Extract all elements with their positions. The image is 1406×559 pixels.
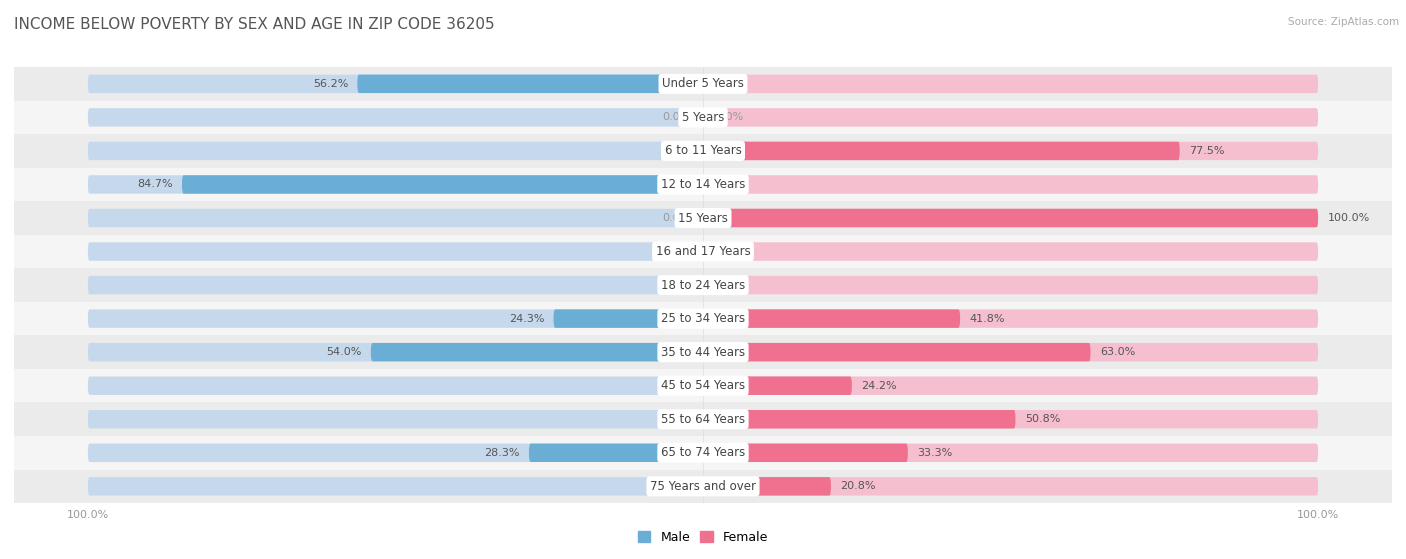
Text: 54.0%: 54.0% [326, 347, 361, 357]
Text: 24.2%: 24.2% [860, 381, 897, 391]
Bar [14, 470, 1392, 503]
Text: 0.0%: 0.0% [662, 146, 690, 156]
Text: 20.8%: 20.8% [841, 481, 876, 491]
Text: 35 to 44 Years: 35 to 44 Years [661, 345, 745, 359]
Bar [14, 235, 1392, 268]
Bar [14, 302, 1392, 335]
FancyBboxPatch shape [703, 142, 1319, 160]
Text: 0.0%: 0.0% [662, 112, 690, 122]
FancyBboxPatch shape [87, 74, 703, 93]
FancyBboxPatch shape [703, 209, 1319, 227]
FancyBboxPatch shape [703, 209, 1319, 227]
FancyBboxPatch shape [703, 310, 960, 328]
Text: 28.3%: 28.3% [484, 448, 520, 458]
Text: 12 to 14 Years: 12 to 14 Years [661, 178, 745, 191]
FancyBboxPatch shape [87, 209, 703, 227]
Text: 33.3%: 33.3% [917, 448, 952, 458]
Text: 100.0%: 100.0% [1327, 213, 1369, 223]
Text: 41.8%: 41.8% [969, 314, 1005, 324]
FancyBboxPatch shape [703, 410, 1319, 429]
FancyBboxPatch shape [87, 243, 703, 260]
Text: Source: ZipAtlas.com: Source: ZipAtlas.com [1288, 17, 1399, 27]
FancyBboxPatch shape [87, 276, 703, 294]
FancyBboxPatch shape [87, 377, 703, 395]
FancyBboxPatch shape [87, 410, 703, 429]
Text: 0.0%: 0.0% [716, 280, 744, 290]
Text: 56.2%: 56.2% [312, 79, 349, 89]
Text: 75 Years and over: 75 Years and over [650, 480, 756, 493]
Text: 77.5%: 77.5% [1189, 146, 1225, 156]
Legend: Male, Female: Male, Female [633, 526, 773, 549]
FancyBboxPatch shape [703, 310, 1319, 328]
FancyBboxPatch shape [357, 74, 703, 93]
FancyBboxPatch shape [703, 444, 908, 462]
Text: 0.0%: 0.0% [662, 213, 690, 223]
Text: 18 to 24 Years: 18 to 24 Years [661, 278, 745, 292]
Bar [14, 369, 1392, 402]
FancyBboxPatch shape [87, 175, 703, 193]
Text: Under 5 Years: Under 5 Years [662, 77, 744, 91]
Bar [14, 101, 1392, 134]
Bar [14, 335, 1392, 369]
FancyBboxPatch shape [703, 377, 852, 395]
Text: 15 Years: 15 Years [678, 211, 728, 225]
Text: 0.0%: 0.0% [716, 79, 744, 89]
Text: 16 and 17 Years: 16 and 17 Years [655, 245, 751, 258]
Text: 84.7%: 84.7% [138, 179, 173, 190]
Text: 0.0%: 0.0% [662, 247, 690, 257]
Text: 0.0%: 0.0% [716, 247, 744, 257]
FancyBboxPatch shape [87, 477, 703, 496]
Bar [14, 402, 1392, 436]
FancyBboxPatch shape [87, 444, 703, 462]
Text: 55 to 64 Years: 55 to 64 Years [661, 413, 745, 426]
FancyBboxPatch shape [703, 243, 1319, 260]
FancyBboxPatch shape [703, 142, 1180, 160]
FancyBboxPatch shape [703, 74, 1319, 93]
FancyBboxPatch shape [703, 175, 1319, 193]
Text: 0.0%: 0.0% [716, 179, 744, 190]
Text: 0.0%: 0.0% [716, 112, 744, 122]
FancyBboxPatch shape [181, 175, 703, 193]
FancyBboxPatch shape [703, 477, 1319, 496]
FancyBboxPatch shape [703, 477, 831, 496]
FancyBboxPatch shape [87, 343, 703, 362]
Text: 24.3%: 24.3% [509, 314, 544, 324]
Bar [14, 168, 1392, 201]
FancyBboxPatch shape [703, 444, 1319, 462]
FancyBboxPatch shape [703, 108, 1319, 126]
FancyBboxPatch shape [703, 410, 1015, 429]
Bar [14, 201, 1392, 235]
FancyBboxPatch shape [703, 377, 1319, 395]
FancyBboxPatch shape [371, 343, 703, 362]
Text: INCOME BELOW POVERTY BY SEX AND AGE IN ZIP CODE 36205: INCOME BELOW POVERTY BY SEX AND AGE IN Z… [14, 17, 495, 32]
FancyBboxPatch shape [529, 444, 703, 462]
Bar [14, 268, 1392, 302]
FancyBboxPatch shape [703, 276, 1319, 294]
Text: 45 to 54 Years: 45 to 54 Years [661, 379, 745, 392]
FancyBboxPatch shape [87, 108, 703, 126]
Text: 0.0%: 0.0% [662, 381, 690, 391]
Text: 5 Years: 5 Years [682, 111, 724, 124]
Text: 0.0%: 0.0% [662, 414, 690, 424]
FancyBboxPatch shape [703, 343, 1319, 362]
FancyBboxPatch shape [554, 310, 703, 328]
Text: 25 to 34 Years: 25 to 34 Years [661, 312, 745, 325]
Text: 0.0%: 0.0% [662, 481, 690, 491]
Text: 6 to 11 Years: 6 to 11 Years [665, 144, 741, 158]
Text: 63.0%: 63.0% [1099, 347, 1135, 357]
FancyBboxPatch shape [87, 310, 703, 328]
Text: 50.8%: 50.8% [1025, 414, 1060, 424]
Text: 65 to 74 Years: 65 to 74 Years [661, 446, 745, 459]
Bar [14, 436, 1392, 470]
Bar [14, 67, 1392, 101]
FancyBboxPatch shape [703, 343, 1091, 362]
Bar [14, 134, 1392, 168]
FancyBboxPatch shape [87, 142, 703, 160]
Text: 0.0%: 0.0% [662, 280, 690, 290]
